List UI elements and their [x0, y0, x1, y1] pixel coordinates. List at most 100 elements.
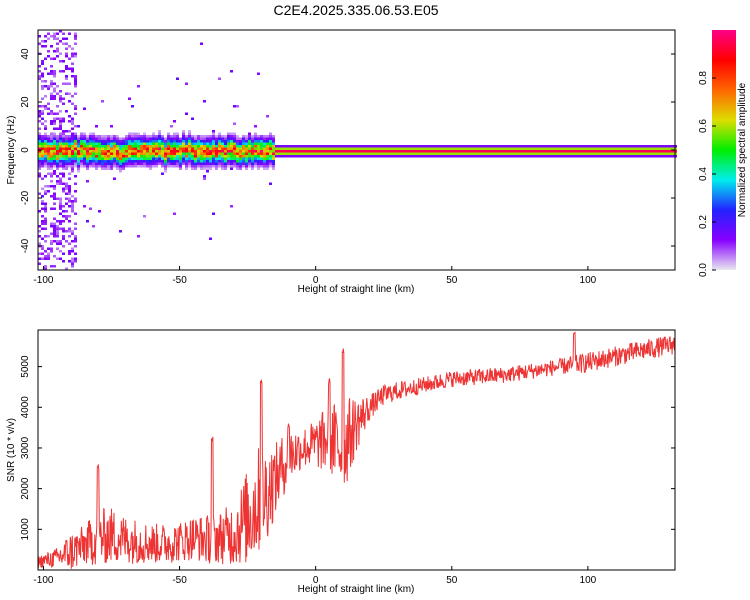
spectrogram-cell	[296, 147, 299, 150]
spectrogram-cell	[413, 145, 416, 148]
spectrogram-cell	[431, 150, 434, 153]
spectrogram-cell	[233, 142, 236, 145]
spectrogram-cell	[83, 157, 86, 160]
spectrogram-cell	[212, 157, 215, 160]
spectrogram-cell	[200, 165, 203, 168]
spectrogram-cell	[671, 145, 674, 148]
spectrogram-cell	[665, 155, 668, 158]
spectrogram-cell	[320, 147, 323, 150]
spectrogram-cell	[518, 147, 521, 150]
spectrogram-cell	[308, 145, 311, 148]
spectrogram-cell	[116, 137, 119, 140]
spectrogram-cell	[56, 105, 59, 108]
spectrogram-cell	[605, 152, 608, 155]
spectrogram-cell	[245, 150, 248, 153]
spectrogram-cell	[491, 150, 494, 153]
spectrogram-cell	[101, 155, 104, 158]
spectrogram-cell	[431, 147, 434, 150]
spectrogram-cell	[350, 152, 353, 155]
spectrogram-cell	[185, 152, 188, 155]
spectrogram-cell	[62, 42, 65, 45]
spectrogram-cell	[290, 145, 293, 148]
spectrogram-cell	[68, 147, 71, 150]
spectrogram-cell	[50, 155, 53, 158]
spectrogram-cell	[311, 152, 314, 155]
spectrogram-cell	[338, 152, 341, 155]
spectrogram-cell	[116, 142, 119, 145]
spectrogram-cell	[110, 152, 113, 155]
spectrogram-cell	[59, 157, 62, 160]
spectrogram-cell	[614, 150, 617, 153]
spectrogram-cell	[338, 145, 341, 148]
spectrogram-cell	[575, 145, 578, 148]
spectrogram-cell	[131, 160, 134, 163]
spectrogram-cell	[398, 147, 401, 150]
spectrogram-cell	[218, 155, 221, 158]
spectrogram-cell	[446, 155, 449, 158]
spectrogram-cell	[251, 145, 254, 148]
spectrogram-cell	[599, 155, 602, 158]
spectrogram-cell	[257, 155, 260, 158]
spectrogram-cell	[149, 140, 152, 143]
spectrogram-cell	[596, 155, 599, 158]
spectrogram-cell	[77, 160, 80, 163]
y-tick-label: 1000	[20, 518, 31, 541]
spectrogram-cell	[200, 137, 203, 140]
spectrogram-cell	[377, 145, 380, 148]
spectrogram-cell	[62, 135, 65, 138]
spectrogram-cell	[290, 147, 293, 150]
spectrogram-cell	[74, 112, 77, 115]
chart-title: C2E4.2025.335.06.53.E05	[273, 2, 438, 18]
spectrogram-cell	[125, 135, 128, 138]
spectrogram-cell	[44, 185, 47, 188]
spectrogram-cell	[164, 150, 167, 153]
spectrogram-cell	[401, 147, 404, 150]
spectrogram-cell	[53, 120, 56, 123]
spectrogram-cell	[587, 147, 590, 150]
spectrogram-cell	[257, 135, 260, 138]
spectrogram-cell	[44, 162, 47, 165]
spectrogram-cell	[107, 165, 110, 168]
spectrogram-cell	[356, 147, 359, 150]
snr-x-ticks: -100 -50 0 50 100	[33, 566, 597, 586]
spectrogram-cell	[137, 157, 140, 160]
spectrogram-cell	[437, 152, 440, 155]
spectrogram-cell	[224, 145, 227, 148]
spectrogram-cell	[53, 75, 56, 78]
spectrogram-cell	[152, 147, 155, 150]
spectrogram-cell	[599, 150, 602, 153]
spectrogram-cell	[365, 155, 368, 158]
spectrogram-cell	[617, 152, 620, 155]
spectrogram-cell	[86, 150, 89, 153]
spectrogram-cell	[113, 152, 116, 155]
spectrogram-cell	[116, 147, 119, 150]
spectrogram-cell	[92, 162, 95, 165]
spectrogram-cell	[614, 152, 617, 155]
spectrogram-cell	[257, 165, 260, 168]
spectrogram-cell	[59, 40, 62, 43]
spectrogram-cell	[419, 145, 422, 148]
spectrogram-cell	[50, 172, 53, 175]
spectrogram-cell	[401, 150, 404, 153]
spectrogram-cell	[479, 155, 482, 158]
spectrogram-cell	[107, 142, 110, 145]
spectrogram-cell	[62, 230, 65, 233]
spectrogram-cell	[128, 147, 131, 150]
spectrogram-cell	[425, 155, 428, 158]
spectrogram-cell	[263, 137, 266, 140]
spectrogram-cell	[143, 152, 146, 155]
spectrogram-cell	[449, 155, 452, 158]
spectrogram-cell	[197, 160, 200, 163]
spectrogram-cell	[269, 132, 272, 135]
spectrogram-cell	[254, 145, 257, 148]
spectrogram-cell	[509, 150, 512, 153]
spectrogram-cell	[254, 137, 257, 140]
spectrogram-cell	[68, 157, 71, 160]
spectrogram-cell	[62, 205, 65, 208]
spectrogram-cell	[170, 135, 173, 138]
spectrogram-cell	[164, 147, 167, 150]
spectrogram-cell	[245, 147, 248, 150]
spectrogram-cell	[113, 150, 116, 153]
spectrogram-cell	[527, 145, 530, 148]
spectrogram-cell	[374, 155, 377, 158]
